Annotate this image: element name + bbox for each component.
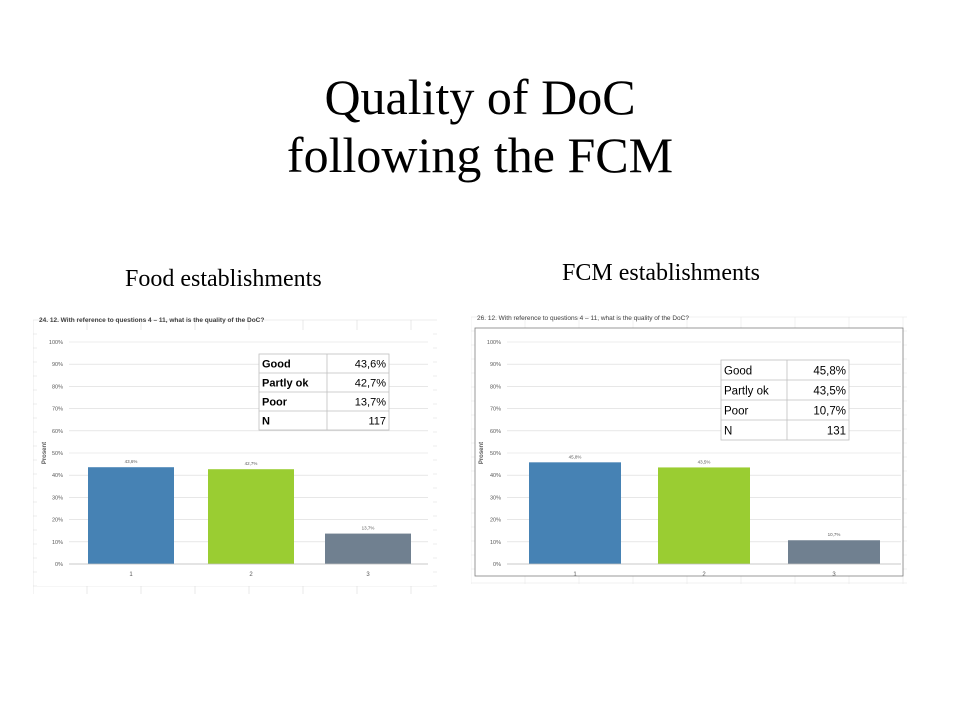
- table-value-good: 45,8%: [813, 365, 846, 377]
- y-tick-label: 0%: [493, 562, 501, 568]
- y-tick-label: 10%: [490, 540, 501, 546]
- y-tick-label: 30%: [52, 495, 63, 501]
- y-axis-label: Prosent: [42, 442, 48, 464]
- table-value-n: 117: [368, 416, 386, 428]
- y-tick-label: 90%: [490, 362, 501, 368]
- y-tick-label: 100%: [487, 340, 501, 346]
- y-tick-label: 0%: [55, 562, 63, 568]
- bar-1: [529, 462, 621, 564]
- table-label-poor: Poor: [724, 405, 748, 417]
- chart-fcm-establishments: 26. 12. With reference to questions 4 – …: [471, 315, 907, 584]
- table-label-partly-ok: Partly ok: [262, 378, 309, 390]
- y-tick-label: 10%: [52, 540, 63, 546]
- y-tick-label: 80%: [52, 384, 63, 390]
- y-tick-label: 90%: [52, 362, 63, 368]
- y-tick-label: 80%: [490, 384, 501, 390]
- table-value-poor: 13,7%: [355, 397, 386, 409]
- y-tick-label: 30%: [490, 495, 501, 501]
- table-value-n: 131: [827, 425, 846, 437]
- data-label-2: 42,7%: [245, 461, 258, 466]
- y-tick-label: 20%: [490, 518, 501, 524]
- y-tick-label: 50%: [490, 451, 501, 457]
- y-tick-label: 20%: [52, 518, 63, 524]
- x-tick-label: 1: [129, 572, 133, 578]
- chart-panel-food: 24. 12. With reference to questions 4 – …: [33, 312, 437, 594]
- subtitle-fcm-establishments: FCM establishments: [562, 260, 761, 286]
- slide-title-line-1: Quality of DoC: [324, 69, 636, 125]
- y-tick-label: 60%: [490, 429, 501, 435]
- summary-table: Good 45,8% Partly ok 43,5% Poor 10,7% N 131: [720, 359, 850, 441]
- table-value-poor: 10,7%: [813, 405, 846, 417]
- table-label-good: Good: [724, 365, 752, 377]
- table-label-good: Good: [262, 359, 291, 371]
- bar-1: [88, 467, 174, 564]
- table-value-partly-ok: 42,7%: [355, 378, 386, 390]
- y-tick-label: 70%: [52, 407, 63, 413]
- table-label-n: N: [724, 425, 732, 437]
- y-tick-label: 60%: [52, 429, 63, 435]
- y-tick-label: 100%: [49, 340, 63, 346]
- bar-2: [658, 467, 750, 564]
- summary-table: Good 43,6% Partly ok 42,7% Poor 13,7% N 117: [258, 353, 390, 431]
- table-value-partly-ok: 43,5%: [813, 385, 846, 397]
- chart-title: 26. 12. With reference to questions 4 – …: [477, 315, 689, 322]
- table-label-partly-ok: Partly ok: [724, 385, 769, 397]
- bar-3: [788, 540, 880, 564]
- y-tick-label: 40%: [52, 473, 63, 479]
- data-label-1: 45,8%: [569, 454, 582, 459]
- bar-2: [208, 469, 294, 564]
- subtitle-food-establishments: Food establishments: [125, 266, 322, 292]
- bar-3: [325, 533, 411, 564]
- data-label-1: 43,6%: [125, 459, 138, 464]
- y-tick-label: 40%: [490, 473, 501, 479]
- x-tick-label: 1: [573, 572, 577, 578]
- x-tick-label: 2: [702, 572, 706, 578]
- data-label-3: 10,7%: [828, 532, 841, 537]
- slide-title-line-2: following the FCM: [286, 127, 674, 183]
- chart-panel-fcm: 26. 12. With reference to questions 4 – …: [471, 310, 907, 584]
- chart-title: 24. 12. With reference to questions 4 – …: [39, 317, 264, 324]
- x-tick-label: 3: [366, 572, 370, 578]
- y-tick-label: 70%: [490, 407, 501, 413]
- slide-title: Quality of DoC following the FCM: [0, 68, 960, 184]
- x-tick-label: 3: [832, 572, 836, 578]
- y-tick-label: 50%: [52, 451, 63, 457]
- table-value-good: 43,6%: [355, 359, 386, 371]
- y-axis-label: Prosent: [479, 442, 485, 464]
- data-label-2: 43,5%: [698, 459, 711, 464]
- x-tick-label: 2: [249, 572, 253, 578]
- chart-food-establishments: 24. 12. With reference to questions 4 – …: [33, 317, 437, 594]
- data-label-3: 13,7%: [362, 526, 375, 531]
- table-label-poor: Poor: [262, 397, 288, 409]
- table-label-n: N: [262, 416, 270, 428]
